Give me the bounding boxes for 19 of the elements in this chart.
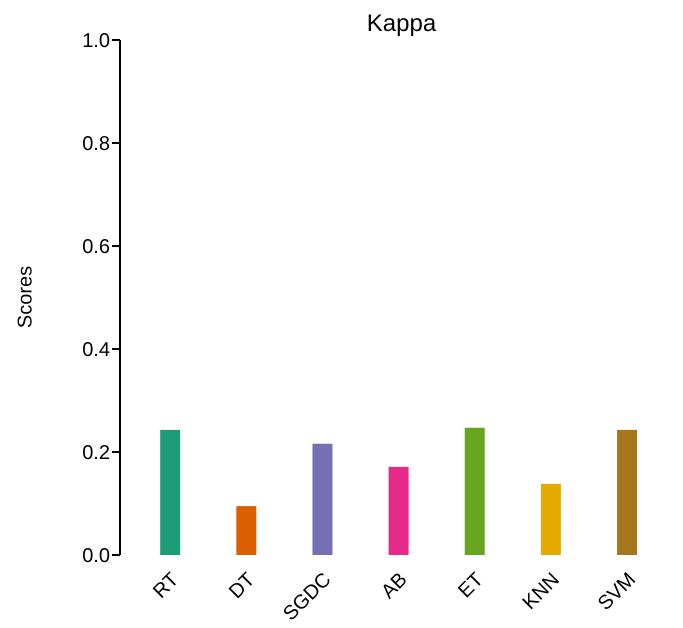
bar (617, 430, 638, 555)
y-tick-label: 0.4 (82, 339, 110, 362)
bar (160, 430, 180, 555)
y-axis-title: Scores (14, 266, 38, 328)
x-tick-label: ET (454, 568, 488, 602)
x-tick-label: RT (149, 568, 184, 603)
bar (312, 444, 332, 555)
bar (388, 466, 409, 555)
x-tick-label: DT (224, 568, 260, 604)
y-tick-label: 0.0 (82, 545, 110, 568)
x-tick-label: AB (377, 568, 412, 604)
bar (540, 484, 561, 555)
y-tick-label: 1.0 (82, 30, 110, 52)
chart-title: Kappa (366, 10, 438, 38)
y-tick-label: 0.2 (82, 442, 110, 464)
bar (236, 506, 256, 555)
y-tick-label: 0.6 (82, 236, 110, 258)
bar (464, 428, 485, 555)
y-tick-label: 0.8 (82, 133, 110, 156)
